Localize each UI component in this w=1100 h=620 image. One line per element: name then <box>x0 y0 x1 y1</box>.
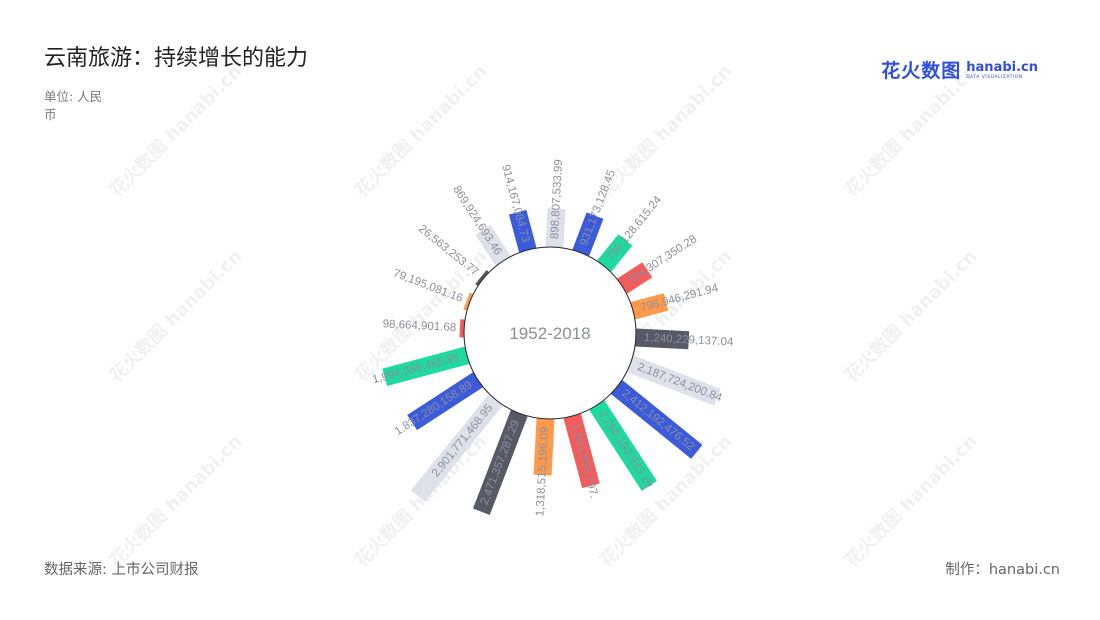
bar[interactable] <box>407 372 483 431</box>
logo-tagline: DATA VISUALIZATION <box>966 75 1023 80</box>
bar[interactable] <box>635 328 690 350</box>
bar[interactable] <box>611 380 703 459</box>
bar[interactable] <box>627 355 721 406</box>
bar[interactable] <box>410 394 503 502</box>
bar[interactable] <box>589 400 657 491</box>
center-label: 1952-2018 <box>509 324 590 343</box>
bar[interactable] <box>563 413 600 489</box>
bar[interactable] <box>508 209 537 253</box>
watermark-text: 花火数图 hanabi.cn <box>105 430 246 571</box>
bar[interactable] <box>382 346 470 386</box>
bars-layer <box>382 208 721 515</box>
watermark-text: 花火数图 hanabi.cn <box>105 245 246 386</box>
bar-value-label: 1,318,515,196.09 <box>534 427 551 517</box>
logo-text-cn: 花火数图 <box>881 60 962 82</box>
bar[interactable] <box>463 292 473 311</box>
watermark-text: 花火数图 hanabi.cn <box>595 60 736 201</box>
bar-value-label: 931,173,128.45 <box>578 168 618 247</box>
bar[interactable] <box>617 262 653 294</box>
chart-title: 云南旅游：持续增长的能力 <box>44 46 309 71</box>
unit-label: 单位: 人民币 <box>44 89 103 122</box>
bar-value-label: 790,128,615.24 <box>605 194 665 264</box>
bar-value-label: 98,664,901.68 <box>382 318 456 334</box>
bar[interactable] <box>533 418 555 476</box>
bar[interactable] <box>472 410 528 515</box>
credit-link[interactable]: 制作：hanabi.cn <box>945 562 1060 578</box>
data-source: 数据来源: 上市公司财报 <box>44 562 199 578</box>
bar[interactable] <box>545 208 566 248</box>
bar-value-label: 869,924,693.46 <box>450 184 504 258</box>
bar[interactable] <box>475 269 489 286</box>
brand-logo[interactable]: 花火数图 hanabi.cn DATA VISUALIZATION <box>881 61 1038 81</box>
bar-value-label: 2,187,724,200.84 <box>636 361 724 405</box>
bar[interactable] <box>630 293 669 320</box>
bar-value-label: 2,471,357,287.29 <box>479 419 522 507</box>
bar-value-label: 898,807,533.99 <box>549 159 565 239</box>
watermark-text: 花火数图 hanabi.cn <box>840 60 981 201</box>
watermark-text: 花火数图 hanabi.cn <box>105 60 246 201</box>
logo-text-en-block: hanabi.cn DATA VISUALIZATION <box>966 61 1038 81</box>
watermark-text: 花火数图 hanabi.cn <box>840 245 981 386</box>
bar[interactable] <box>572 212 604 256</box>
bar[interactable] <box>475 224 511 266</box>
center-circle <box>463 246 637 420</box>
watermark-text: 花火数图 hanabi.cn <box>350 60 491 201</box>
bar[interactable] <box>597 234 633 272</box>
bar[interactable] <box>459 319 465 338</box>
watermark-text: 花火数图 hanabi.cn <box>840 430 981 571</box>
logo-text-en: hanabi.cn <box>966 60 1038 75</box>
watermark-text: 花火数图 hanabi.cn <box>350 430 491 571</box>
bar-value-label: 1,240,229,137.04 <box>644 332 735 349</box>
